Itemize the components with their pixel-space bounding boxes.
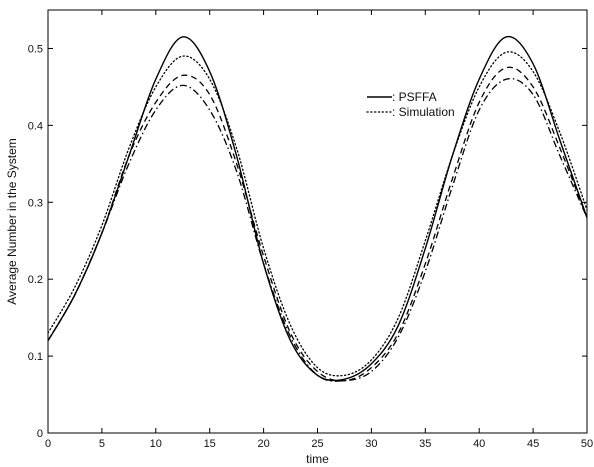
x-tick-label: 25 bbox=[311, 438, 323, 450]
y-tick-label: 0.2 bbox=[28, 274, 43, 286]
x-tick-label: 5 bbox=[99, 438, 105, 450]
x-tick-label: 20 bbox=[257, 438, 269, 450]
series-dashed bbox=[47, 66, 588, 382]
x-axis-title: time bbox=[306, 452, 329, 466]
x-tick-label: 45 bbox=[527, 438, 539, 450]
legend: : PSFFA : Simulation bbox=[366, 90, 455, 119]
y-tick-label: 0.4 bbox=[28, 120, 43, 132]
y-tick-label: 0.1 bbox=[28, 351, 43, 363]
legend-label-psffa: : PSFFA bbox=[392, 90, 437, 104]
tick-labels: 0 5 10 15 20 25 30 35 40 45 50 0 0.1 0.2 0.3 0.4 0.5 bbox=[28, 43, 593, 450]
y-axis-title: Average Number in the System bbox=[5, 138, 19, 305]
y-tick-label: 0 bbox=[37, 428, 43, 440]
series-psffa bbox=[47, 35, 588, 382]
x-tick-label: 30 bbox=[365, 438, 377, 450]
series-simulation bbox=[47, 51, 588, 377]
series-lines bbox=[47, 35, 588, 382]
x-tick-label: 50 bbox=[581, 438, 593, 450]
x-tick-label: 35 bbox=[419, 438, 431, 450]
x-tick-label: 10 bbox=[150, 438, 162, 450]
y-tick-label: 0.3 bbox=[28, 197, 43, 209]
plot-area bbox=[47, 9, 588, 434]
legend-label-simulation: : Simulation bbox=[392, 105, 455, 119]
series-dashdot bbox=[47, 77, 588, 382]
x-tick-label: 40 bbox=[473, 438, 485, 450]
x-tick-label: 15 bbox=[204, 438, 216, 450]
x-tick-label: 0 bbox=[45, 438, 51, 450]
tick-marks bbox=[47, 10, 588, 434]
y-tick-label: 0.5 bbox=[28, 43, 43, 55]
